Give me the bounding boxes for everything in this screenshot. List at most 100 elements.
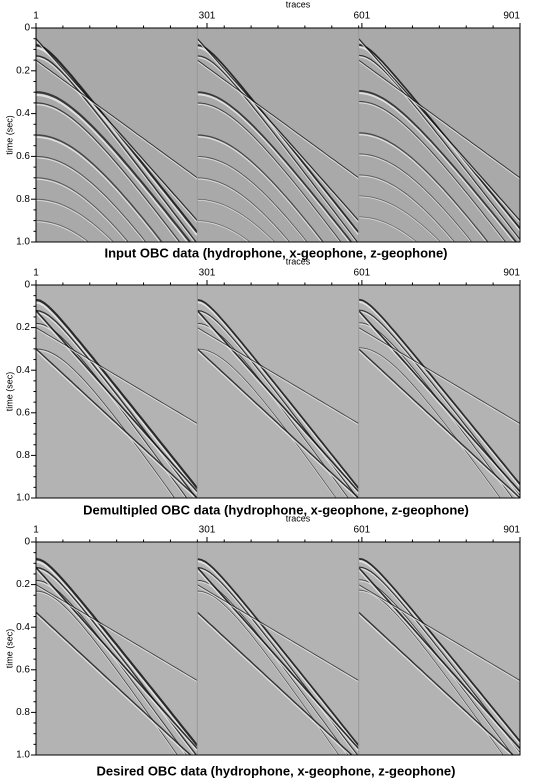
x-tick-label: 901 <box>503 525 520 536</box>
event-dark <box>197 348 337 498</box>
event-dark <box>36 59 198 179</box>
event-dark <box>197 558 360 747</box>
event-light <box>358 217 416 242</box>
y-tick-label: 0 <box>24 280 30 291</box>
y-tick-label: 0.2 <box>16 322 30 333</box>
y-tick-label: 0.4 <box>16 108 30 119</box>
x-tick-label: 1 <box>33 11 39 22</box>
event-dark <box>358 59 520 179</box>
x-axis-label: traces <box>286 256 311 266</box>
event-dark <box>36 38 198 221</box>
event-light <box>36 61 198 180</box>
event-dark <box>197 59 359 179</box>
y-tick-label: 0.6 <box>16 151 30 162</box>
y-tick-label: 0 <box>24 23 30 34</box>
x-tick-label: 1 <box>33 525 39 536</box>
event-dark <box>358 347 501 498</box>
event-light <box>358 175 454 242</box>
event-light <box>197 568 357 755</box>
event-light <box>36 349 175 498</box>
event-dark <box>36 567 198 750</box>
event-dark <box>36 310 198 493</box>
event-light <box>196 39 360 223</box>
event-light <box>358 328 520 426</box>
event-dark <box>36 220 90 242</box>
event-dark <box>358 611 515 755</box>
x-tick-label: 901 <box>503 11 520 22</box>
y-tick-label: 0.8 <box>16 450 30 461</box>
seismic-image <box>36 28 520 242</box>
y-tick-label: 0.6 <box>16 664 30 675</box>
event-light <box>197 560 360 749</box>
event-dark <box>358 589 504 755</box>
x-axis-label: traces <box>286 0 311 9</box>
event-light <box>358 102 506 242</box>
event-dark <box>358 100 507 242</box>
x-tick-label: 301 <box>199 11 216 22</box>
event-light <box>358 560 520 745</box>
x-tick-label: 1 <box>33 268 39 279</box>
event-light <box>196 613 351 755</box>
event-light <box>358 92 516 242</box>
event-light <box>197 103 341 242</box>
event-light <box>197 349 336 498</box>
x-tick-label: 601 <box>354 525 371 536</box>
event-dark <box>358 174 456 242</box>
event-light <box>36 350 197 498</box>
event-light <box>197 301 360 492</box>
event-light <box>358 312 520 495</box>
y-tick-label: 1.0 <box>16 493 30 504</box>
y-tick-label: 0.4 <box>16 622 30 633</box>
y-axis-label: time (sec) <box>4 629 14 669</box>
event-dark <box>36 590 178 755</box>
event-dark <box>358 54 520 240</box>
event-light <box>36 591 177 755</box>
event-light <box>36 93 190 242</box>
event-dark <box>36 584 198 681</box>
event-light <box>358 196 440 242</box>
event-dark <box>196 348 360 498</box>
event-light <box>358 134 488 242</box>
seismic-image <box>36 542 520 755</box>
event-dark <box>197 327 359 424</box>
y-tick-label: 0.8 <box>16 194 30 205</box>
y-tick-label: 0.4 <box>16 365 30 376</box>
event-light <box>197 93 351 242</box>
event-light <box>358 585 520 683</box>
event-dark <box>358 557 520 743</box>
event-light <box>36 585 198 683</box>
event-dark <box>36 102 181 242</box>
y-tick-label: 0.8 <box>16 707 30 718</box>
x-tick-label: 301 <box>199 268 216 279</box>
event-dark <box>197 177 291 242</box>
event-light <box>358 154 472 242</box>
event-dark <box>36 155 147 242</box>
event-dark <box>358 216 418 242</box>
plot-bg <box>36 28 520 242</box>
seismic-image <box>36 285 520 498</box>
x-tick-label: 301 <box>199 525 216 536</box>
caption: Desired OBC data (hydrophone, x-geophone… <box>97 763 456 778</box>
event-light <box>36 157 146 242</box>
event-dark <box>197 590 340 755</box>
event-dark <box>358 584 520 681</box>
event-dark <box>358 90 518 242</box>
event-dark <box>358 348 520 498</box>
event-dark <box>197 102 342 242</box>
caption: Demultipled OBC data (hydrophone, x-geop… <box>83 502 469 517</box>
event-dark <box>197 156 308 242</box>
y-tick-label: 1.0 <box>16 750 30 761</box>
event-dark <box>36 177 129 242</box>
event-dark <box>197 91 353 242</box>
event-light <box>197 200 275 242</box>
event-dark <box>358 38 520 221</box>
event-light <box>36 560 199 749</box>
y-tick-label: 0.6 <box>16 407 30 418</box>
event-light <box>358 40 520 223</box>
event-dark <box>358 195 441 242</box>
event-light <box>358 350 519 498</box>
event-dark <box>36 611 192 755</box>
event-dark <box>196 567 360 750</box>
y-tick-label: 1.0 <box>16 237 30 248</box>
event-light <box>358 569 520 752</box>
